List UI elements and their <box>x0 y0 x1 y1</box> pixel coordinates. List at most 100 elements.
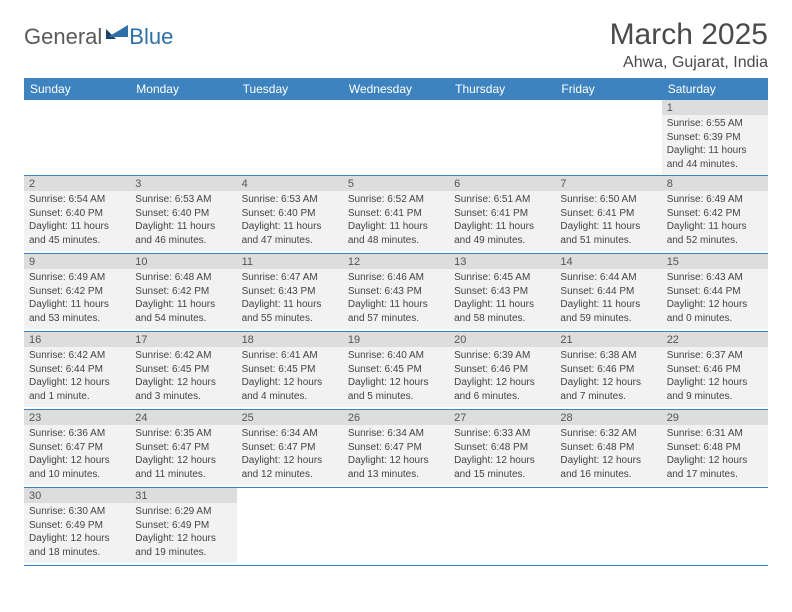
day-number: 21 <box>555 332 661 347</box>
day-cell: 1Sunrise: 6:55 AMSunset: 6:39 PMDaylight… <box>662 100 768 175</box>
calendar-week-row: 16Sunrise: 6:42 AMSunset: 6:44 PMDayligh… <box>24 332 768 410</box>
daylight-text: Daylight: 12 hours and 10 minutes. <box>29 454 125 481</box>
day-number: 23 <box>24 410 130 425</box>
sunrise-text: Sunrise: 6:54 AM <box>29 193 125 207</box>
calendar-cell: 20Sunrise: 6:39 AMSunset: 6:46 PMDayligh… <box>449 332 555 410</box>
daylight-text: Daylight: 12 hours and 11 minutes. <box>135 454 231 481</box>
day-cell: 7Sunrise: 6:50 AMSunset: 6:41 PMDaylight… <box>555 176 661 253</box>
sunrise-text: Sunrise: 6:41 AM <box>242 349 338 363</box>
day-info: Sunrise: 6:54 AMSunset: 6:40 PMDaylight:… <box>24 191 130 251</box>
sunset-text: Sunset: 6:45 PM <box>135 363 231 377</box>
day-info: Sunrise: 6:48 AMSunset: 6:42 PMDaylight:… <box>130 269 236 329</box>
day-info: Sunrise: 6:44 AMSunset: 6:44 PMDaylight:… <box>555 269 661 329</box>
sunrise-text: Sunrise: 6:48 AM <box>135 271 231 285</box>
day-cell: 26Sunrise: 6:34 AMSunset: 6:47 PMDayligh… <box>343 410 449 487</box>
day-cell: 13Sunrise: 6:45 AMSunset: 6:43 PMDayligh… <box>449 254 555 331</box>
sunset-text: Sunset: 6:44 PM <box>560 285 656 299</box>
calendar-table: Sunday Monday Tuesday Wednesday Thursday… <box>24 78 768 566</box>
daylight-text: Daylight: 12 hours and 18 minutes. <box>29 532 125 559</box>
sunset-text: Sunset: 6:48 PM <box>560 441 656 455</box>
sunrise-text: Sunrise: 6:49 AM <box>29 271 125 285</box>
sunrise-text: Sunrise: 6:37 AM <box>667 349 763 363</box>
day-number: 31 <box>130 488 236 503</box>
empty-cell <box>24 100 130 175</box>
day-cell: 30Sunrise: 6:30 AMSunset: 6:49 PMDayligh… <box>24 488 130 565</box>
calendar-cell: 3Sunrise: 6:53 AMSunset: 6:40 PMDaylight… <box>130 176 236 254</box>
empty-cell <box>555 100 661 175</box>
daylight-text: Daylight: 11 hours and 55 minutes. <box>242 298 338 325</box>
sunset-text: Sunset: 6:41 PM <box>560 207 656 221</box>
calendar-cell <box>237 100 343 176</box>
calendar-cell: 25Sunrise: 6:34 AMSunset: 6:47 PMDayligh… <box>237 410 343 488</box>
calendar-cell <box>662 488 768 566</box>
sunset-text: Sunset: 6:45 PM <box>242 363 338 377</box>
sunset-text: Sunset: 6:42 PM <box>667 207 763 221</box>
calendar-cell <box>449 100 555 176</box>
sunrise-text: Sunrise: 6:36 AM <box>29 427 125 441</box>
day-info: Sunrise: 6:36 AMSunset: 6:47 PMDaylight:… <box>24 425 130 485</box>
day-info: Sunrise: 6:41 AMSunset: 6:45 PMDaylight:… <box>237 347 343 407</box>
day-number: 18 <box>237 332 343 347</box>
day-cell: 16Sunrise: 6:42 AMSunset: 6:44 PMDayligh… <box>24 332 130 409</box>
sunrise-text: Sunrise: 6:42 AM <box>29 349 125 363</box>
day-info: Sunrise: 6:49 AMSunset: 6:42 PMDaylight:… <box>662 191 768 251</box>
day-number: 28 <box>555 410 661 425</box>
calendar-cell: 11Sunrise: 6:47 AMSunset: 6:43 PMDayligh… <box>237 254 343 332</box>
day-cell: 23Sunrise: 6:36 AMSunset: 6:47 PMDayligh… <box>24 410 130 487</box>
daylight-text: Daylight: 11 hours and 47 minutes. <box>242 220 338 247</box>
calendar-cell <box>555 100 661 176</box>
calendar-cell <box>237 488 343 566</box>
daylight-text: Daylight: 11 hours and 59 minutes. <box>560 298 656 325</box>
title-block: March 2025 Ahwa, Gujarat, India <box>610 18 768 72</box>
calendar-week-row: 2Sunrise: 6:54 AMSunset: 6:40 PMDaylight… <box>24 176 768 254</box>
sunset-text: Sunset: 6:47 PM <box>29 441 125 455</box>
day-number: 4 <box>237 176 343 191</box>
day-number: 2 <box>24 176 130 191</box>
calendar-cell <box>343 488 449 566</box>
daylight-text: Daylight: 12 hours and 12 minutes. <box>242 454 338 481</box>
calendar-cell: 19Sunrise: 6:40 AMSunset: 6:45 PMDayligh… <box>343 332 449 410</box>
day-cell: 25Sunrise: 6:34 AMSunset: 6:47 PMDayligh… <box>237 410 343 487</box>
day-info: Sunrise: 6:49 AMSunset: 6:42 PMDaylight:… <box>24 269 130 329</box>
day-number: 5 <box>343 176 449 191</box>
day-number: 25 <box>237 410 343 425</box>
sunrise-text: Sunrise: 6:30 AM <box>29 505 125 519</box>
calendar-cell <box>555 488 661 566</box>
weekday-header: Sunday <box>24 78 130 100</box>
weekday-header: Wednesday <box>343 78 449 100</box>
day-number: 19 <box>343 332 449 347</box>
sunset-text: Sunset: 6:43 PM <box>242 285 338 299</box>
calendar-cell: 7Sunrise: 6:50 AMSunset: 6:41 PMDaylight… <box>555 176 661 254</box>
calendar-cell: 21Sunrise: 6:38 AMSunset: 6:46 PMDayligh… <box>555 332 661 410</box>
weekday-header-row: Sunday Monday Tuesday Wednesday Thursday… <box>24 78 768 100</box>
sunrise-text: Sunrise: 6:49 AM <box>667 193 763 207</box>
calendar-cell: 8Sunrise: 6:49 AMSunset: 6:42 PMDaylight… <box>662 176 768 254</box>
weekday-header: Tuesday <box>237 78 343 100</box>
day-info: Sunrise: 6:35 AMSunset: 6:47 PMDaylight:… <box>130 425 236 485</box>
sunrise-text: Sunrise: 6:39 AM <box>454 349 550 363</box>
calendar-cell: 6Sunrise: 6:51 AMSunset: 6:41 PMDaylight… <box>449 176 555 254</box>
empty-cell <box>343 100 449 175</box>
day-cell: 2Sunrise: 6:54 AMSunset: 6:40 PMDaylight… <box>24 176 130 253</box>
daylight-text: Daylight: 12 hours and 17 minutes. <box>667 454 763 481</box>
sunset-text: Sunset: 6:42 PM <box>29 285 125 299</box>
calendar-cell: 5Sunrise: 6:52 AMSunset: 6:41 PMDaylight… <box>343 176 449 254</box>
day-info: Sunrise: 6:53 AMSunset: 6:40 PMDaylight:… <box>130 191 236 251</box>
day-info: Sunrise: 6:33 AMSunset: 6:48 PMDaylight:… <box>449 425 555 485</box>
day-number: 29 <box>662 410 768 425</box>
daylight-text: Daylight: 12 hours and 5 minutes. <box>348 376 444 403</box>
day-info: Sunrise: 6:46 AMSunset: 6:43 PMDaylight:… <box>343 269 449 329</box>
calendar-cell: 4Sunrise: 6:53 AMSunset: 6:40 PMDaylight… <box>237 176 343 254</box>
day-cell: 28Sunrise: 6:32 AMSunset: 6:48 PMDayligh… <box>555 410 661 487</box>
day-info: Sunrise: 6:45 AMSunset: 6:43 PMDaylight:… <box>449 269 555 329</box>
daylight-text: Daylight: 11 hours and 45 minutes. <box>29 220 125 247</box>
day-info: Sunrise: 6:52 AMSunset: 6:41 PMDaylight:… <box>343 191 449 251</box>
calendar-cell: 31Sunrise: 6:29 AMSunset: 6:49 PMDayligh… <box>130 488 236 566</box>
day-info: Sunrise: 6:34 AMSunset: 6:47 PMDaylight:… <box>343 425 449 485</box>
sunset-text: Sunset: 6:41 PM <box>454 207 550 221</box>
day-cell: 27Sunrise: 6:33 AMSunset: 6:48 PMDayligh… <box>449 410 555 487</box>
sunrise-text: Sunrise: 6:46 AM <box>348 271 444 285</box>
sunrise-text: Sunrise: 6:47 AM <box>242 271 338 285</box>
daylight-text: Daylight: 12 hours and 13 minutes. <box>348 454 444 481</box>
sunset-text: Sunset: 6:47 PM <box>242 441 338 455</box>
